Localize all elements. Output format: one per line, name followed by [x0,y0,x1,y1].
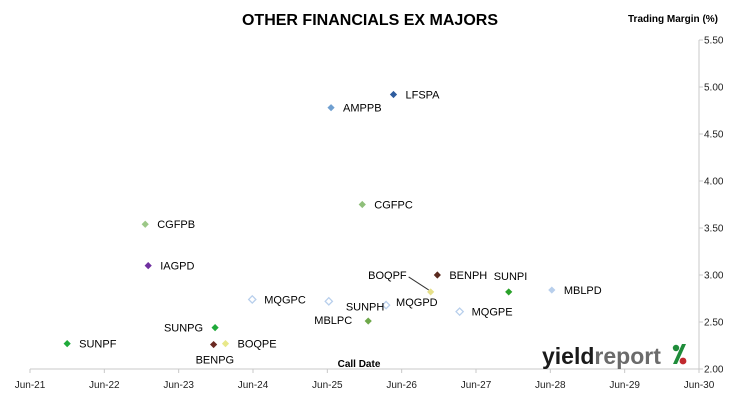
y-axis-label: Trading Margin (%) [628,14,718,25]
logo-text-yield: yield [542,343,594,369]
x-tick-label: Jun-30 [684,380,715,391]
point-label-mblpd: MBLPD [564,285,602,297]
data-point-cgfpc [358,200,366,209]
data-point-boqpf [427,288,435,296]
point-label-benph: BENPH [449,270,487,282]
x-tick-label: Jun-23 [163,380,194,391]
point-label-mblpc: MBLPC [314,315,352,327]
point-label-sunpi: SUNPI [494,271,528,283]
svg-text:yieldreport: yieldreport [542,343,661,369]
boqpf-leader-line [408,276,429,291]
percent-icon: % [672,344,687,365]
data-points [63,90,556,349]
y-tick-label: 3.00 [704,271,724,282]
y-tick-label: 4.00 [704,177,724,188]
point-label-mqgpc: MQGPC [264,294,306,306]
x-tick-label: Jun-24 [238,380,269,391]
point-label-amppb: AMPPB [343,103,382,115]
data-point-cgfpb [141,220,149,228]
data-point-mblpc [364,317,372,325]
logo-text-report: report [594,343,661,369]
chart-title: OTHER FINANCIALS EX MAJORS [242,12,498,29]
data-point-mqgpd [381,300,391,310]
x-tick-label: Jun-28 [535,380,566,391]
data-point-mqgpc [247,294,257,304]
data-point-benph [433,271,441,279]
point-label-iagpd: IAGPD [160,261,194,273]
x-axis-label: Call Date [338,359,381,370]
data-point-boqpe [221,340,230,348]
x-tick-label: Jun-27 [461,380,492,391]
data-point-benpg [210,340,218,349]
y-tick-label: 2.00 [704,365,724,376]
data-point-mqgpe [455,307,465,317]
data-point-sunph [324,296,334,306]
yieldreport-logo: yieldreport % [542,343,687,369]
point-label-mqgpd: MQGPD [396,297,438,309]
point-label-boqpf: BOQPF [368,270,407,282]
x-tick-label: Jun-29 [609,380,640,391]
data-point-sunpi [505,288,513,296]
x-tick-label: Jun-25 [312,380,343,391]
data-point-lfspa [389,90,398,99]
data-point-amppb [327,104,335,112]
y-tick-label: 4.50 [704,130,724,141]
y-tick-label: 2.50 [704,318,724,329]
point-label-lfspa: LFSPA [405,90,440,102]
point-label-benpg: BENPG [196,355,235,367]
y-tick-label: 3.50 [704,224,724,235]
point-label-sunpf: SUNPF [79,339,117,351]
percent-symbol: % [679,363,680,365]
x-tick-label: Jun-22 [89,380,120,391]
point-labels: LFSPA AMPPB CGFPC CGFPB IAGPD BOQPF BENPH SUNPI… [79,90,602,367]
data-point-mblpd [548,286,556,294]
y-axis-ticks: 2.00 2.50 3.00 3.50 4.00 4.50 5.00 5.50 [699,36,724,376]
data-point-sunpg [211,324,219,332]
y-tick-label: 5.00 [704,83,724,94]
y-tick-label: 5.50 [704,36,724,47]
x-tick-label: Jun-21 [15,380,46,391]
point-label-cgfpb: CGFPB [157,219,195,231]
point-label-sunpg: SUNPG [164,323,203,335]
point-label-cgfpc: CGFPC [374,200,413,212]
point-label-mqgpe: MQGPE [472,307,513,319]
data-point-sunpf [63,340,71,348]
point-label-sunph: SUNPH [346,301,385,313]
data-point-iagpd [144,262,152,270]
point-label-boqpe: BOQPE [237,339,276,351]
x-axis-ticks: Jun-21 Jun-22 Jun-23 Jun-24 Jun-25 Jun-26 Jun-… [15,369,715,391]
x-tick-label: Jun-26 [386,380,417,391]
